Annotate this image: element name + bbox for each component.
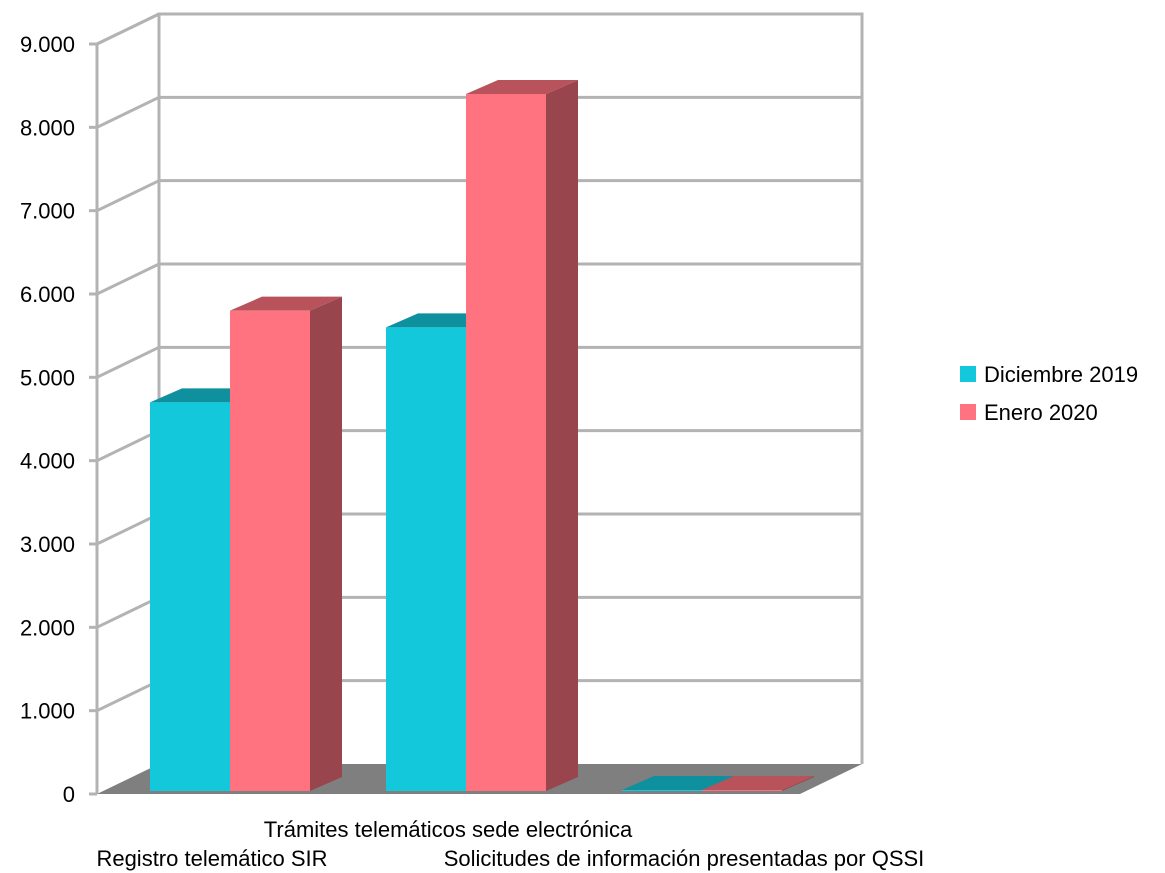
bar-top	[702, 776, 814, 790]
bar-front	[702, 790, 782, 791]
x-category-label: Solicitudes de información presentadas p…	[444, 846, 925, 871]
gridline-side	[96, 12, 160, 46]
gridline-side	[96, 345, 160, 379]
bar-front	[230, 310, 310, 791]
y-axis-ticks: 0 1.000 2.000 3.000 4.000 5.000 6.000 7.000 8.00…	[20, 32, 97, 807]
y-tick-label: 8.000	[20, 115, 75, 140]
bar-front	[466, 94, 546, 791]
x-category-label: Registro telemático SIR	[96, 846, 327, 871]
y-tick-label: 5.000	[20, 365, 75, 390]
y-tick-label: 6.000	[20, 282, 75, 307]
legend-swatch	[960, 404, 976, 420]
bar	[466, 80, 578, 791]
bar-front	[150, 402, 230, 791]
bars	[150, 80, 814, 791]
legend-swatch	[960, 366, 976, 382]
y-tick-label: 1.000	[20, 699, 75, 724]
legend: Diciembre 2019 Enero 2020	[960, 362, 1138, 425]
y-tick-label: 9.000	[20, 32, 75, 57]
legend-label: Diciembre 2019	[984, 362, 1138, 387]
bar-front	[386, 327, 466, 791]
bar	[230, 296, 342, 791]
bar-top	[466, 80, 578, 94]
x-category-label: Trámites telemáticos sede electrónica	[264, 817, 633, 842]
gridline-side	[96, 262, 160, 296]
y-tick-label: 7.000	[20, 199, 75, 224]
gridline-side	[96, 679, 160, 713]
legend-label: Enero 2020	[984, 400, 1098, 425]
bar-side	[782, 776, 814, 791]
y-tick-label: 2.000	[20, 615, 75, 640]
gridline-side	[96, 95, 160, 129]
gridline-side	[96, 512, 160, 546]
bar-top	[230, 296, 342, 311]
gridline-side	[96, 179, 160, 213]
bar-side	[546, 80, 578, 791]
y-tick-label: 3.000	[20, 532, 75, 557]
y-tick-label: 0	[63, 782, 75, 807]
bar	[702, 776, 814, 791]
bar-top	[622, 776, 734, 790]
x-axis-labels: Registro telemático SIR Trámites telemáti…	[96, 817, 924, 871]
gridline-side	[96, 595, 160, 629]
bar-side	[310, 296, 342, 791]
bar-front	[622, 790, 702, 791]
y-tick-label: 4.000	[20, 449, 75, 474]
gridline-side	[96, 429, 160, 463]
